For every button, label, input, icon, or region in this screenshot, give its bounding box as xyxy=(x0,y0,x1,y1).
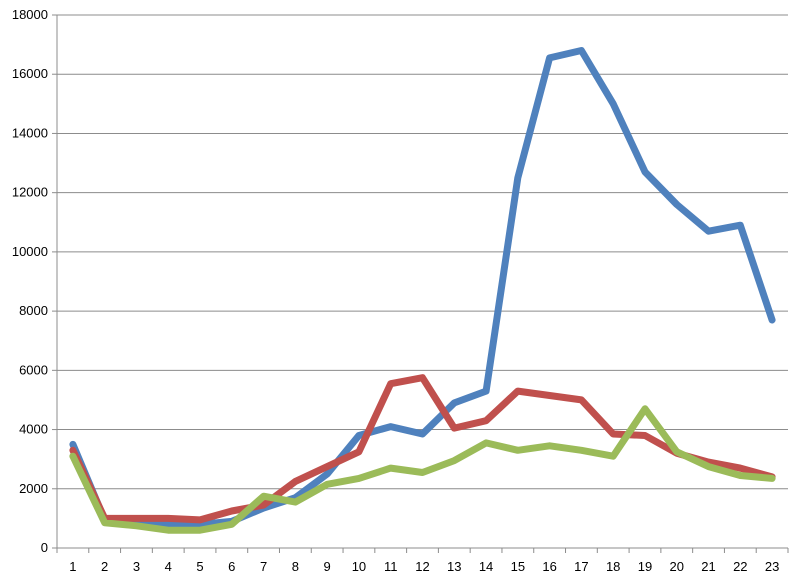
series-line-1 xyxy=(69,47,776,528)
x-tick-label: 19 xyxy=(638,559,652,574)
x-tick-label: 10 xyxy=(352,559,366,574)
x-tick-label: 20 xyxy=(670,559,684,574)
x-tick-label: 2 xyxy=(101,559,108,574)
x-tick-label: 18 xyxy=(606,559,620,574)
x-tick-label: 13 xyxy=(447,559,461,574)
x-tick-label: 6 xyxy=(228,559,235,574)
x-tick-label: 1 xyxy=(69,559,76,574)
x-tick-label: 23 xyxy=(765,559,779,574)
x-tick-label: 9 xyxy=(324,559,331,574)
y-axis-tick-labels: 0 2000 4000 6000 8000 10000 12000 14000 16000 180… xyxy=(12,7,48,555)
y-tick-label: 18000 xyxy=(12,7,48,22)
x-tick-label: 3 xyxy=(133,559,140,574)
y-tick-label: 16000 xyxy=(12,66,48,81)
x-tick-label: 4 xyxy=(165,559,172,574)
y-tick-label: 4000 xyxy=(19,422,48,437)
x-tick-label: 21 xyxy=(701,559,715,574)
x-tick-label: 14 xyxy=(479,559,493,574)
x-axis-ticks xyxy=(56,548,789,553)
x-axis-tick-labels: 1 2 3 4 5 6 7 8 9 10 11 12 13 14 15 16 17 18 19 20 21 22 23 xyxy=(69,559,779,574)
x-tick-label: 15 xyxy=(511,559,525,574)
series-line-2 xyxy=(69,374,776,524)
y-tick-label: 6000 xyxy=(19,362,48,377)
x-tick-label: 7 xyxy=(260,559,267,574)
x-tick-label: 22 xyxy=(733,559,747,574)
y-tick-label: 2000 xyxy=(19,481,48,496)
y-tick-label: 14000 xyxy=(12,125,48,140)
y-tick-label: 0 xyxy=(41,540,48,555)
x-tick-label: 16 xyxy=(542,559,556,574)
x-tick-label: 12 xyxy=(415,559,429,574)
y-tick-label: 8000 xyxy=(19,303,48,318)
y-tick-label: 10000 xyxy=(12,244,48,259)
series-lines xyxy=(69,47,776,534)
x-tick-label: 5 xyxy=(196,559,203,574)
x-tick-label: 8 xyxy=(292,559,299,574)
y-tick-label: 12000 xyxy=(12,185,48,200)
x-tick-label: 17 xyxy=(574,559,588,574)
x-tick-label: 11 xyxy=(384,559,398,574)
series-line-3 xyxy=(69,405,776,534)
gridlines xyxy=(52,14,788,549)
